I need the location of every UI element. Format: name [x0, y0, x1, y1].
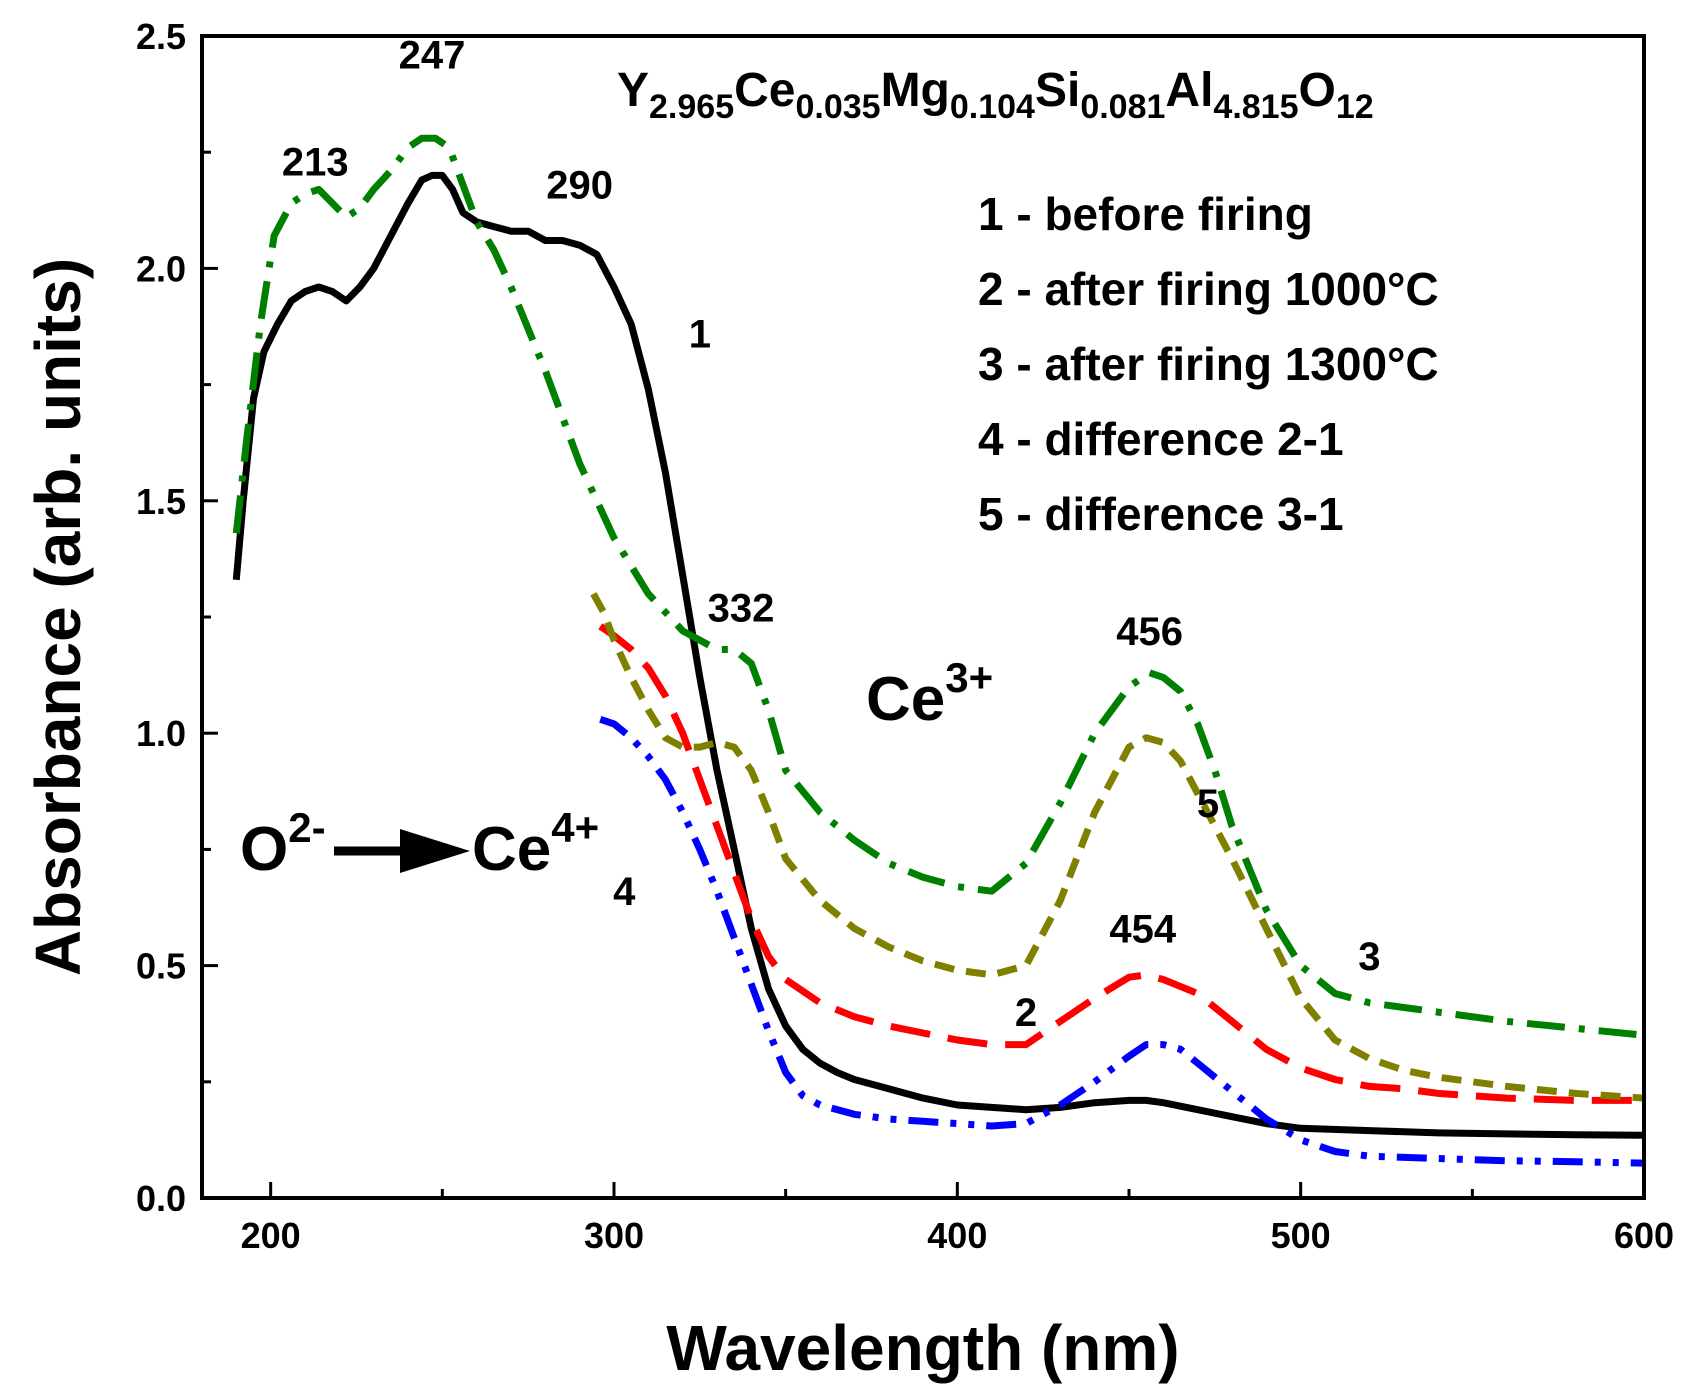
peak-454-label: 454 [1109, 907, 1176, 951]
y-tick-label-1: 0.5 [136, 946, 186, 987]
legend-item-5: 5 - difference 3-1 [978, 488, 1344, 540]
formula-al-sub: 4.815 [1213, 88, 1298, 126]
x-tick-label-200: 200 [241, 1215, 301, 1256]
legend-item-4: 4 - difference 2-1 [978, 413, 1344, 465]
x-tick-label-300: 300 [584, 1215, 644, 1256]
formula-o: O [1299, 64, 1336, 117]
series-4-line [599, 715, 1645, 1167]
peak-456-label: 456 [1116, 610, 1183, 654]
svg-text:O2-: O2- [240, 804, 326, 884]
peak-290-label: 290 [546, 164, 613, 208]
ticks-layer: 200 300 400 500 600 0.0 0.5 1.0 1.5 2.0 2.5 [136, 16, 1674, 1256]
y-tick-label-4: 2.0 [136, 248, 186, 289]
formula-y: Y [617, 64, 649, 117]
curve-label-5-label: 5 [1197, 782, 1219, 826]
y-tick-label-0: 0.0 [136, 1178, 186, 1219]
formula-si: Si [1035, 64, 1080, 117]
plot-frame [200, 34, 1646, 1200]
ce3-base: Ce [866, 665, 945, 734]
y-tick-label-2: 1.0 [136, 713, 186, 754]
legend: 1 - before firing 2 - after firing 1000°… [978, 188, 1439, 540]
curves-layer [232, 134, 1645, 1167]
formula-mg-sub: 0.104 [950, 88, 1035, 126]
formula-ce-sub: 0.035 [795, 88, 880, 126]
y-axis-title: Absorbance (arb. units) [22, 258, 94, 976]
legend-item-2: 2 - after firing 1000°C [978, 263, 1439, 315]
curve-label-1-label: 1 [689, 312, 711, 356]
peak-332-label: 332 [708, 587, 775, 631]
peak-247-label: 247 [399, 34, 466, 78]
formula-ce: Ce [734, 64, 795, 117]
legend-item-3: 3 - after firing 1300°C [978, 338, 1439, 390]
curve-label-4-label: 4 [613, 870, 636, 914]
x-axis-title: Wavelength (nm) [666, 1312, 1179, 1384]
transition-from-sup: 2- [288, 804, 325, 851]
x-tick-label-400: 400 [927, 1215, 987, 1256]
transition-to-sup: 4+ [551, 804, 599, 851]
y-tick-label-3: 1.5 [136, 481, 186, 522]
x-tick-label-500: 500 [1271, 1215, 1331, 1256]
transition-arrow-icon [400, 829, 470, 873]
svg-text:Ce3+: Ce3+ [866, 654, 993, 734]
curve-label-3-label: 3 [1358, 935, 1380, 979]
curve-label-2-label: 2 [1015, 991, 1037, 1035]
ce3-sup: 3+ [945, 654, 993, 701]
transition-from-base: O [240, 815, 288, 884]
formula-y-sub: 2.965 [649, 88, 734, 126]
transition-to-base: Ce [472, 815, 551, 884]
svg-text:Y2.965Ce0.035Mg0.104Si0.081Al4: Y2.965Ce0.035Mg0.104Si0.081Al4.815O12 [617, 64, 1374, 126]
peak-213-label: 213 [282, 140, 349, 184]
series-5-line [590, 592, 1645, 1102]
series-3-line [232, 134, 1645, 1039]
formula-mg: Mg [881, 64, 950, 117]
svg-text:Ce4+: Ce4+ [472, 804, 599, 884]
transition-label: O2- Ce4+ [240, 804, 599, 884]
ce3-label: Ce3+ [866, 654, 993, 734]
formula-si-sub: 0.081 [1080, 88, 1165, 126]
x-tick-label-600: 600 [1614, 1215, 1674, 1256]
formula-label: Y2.965Ce0.035Mg0.104Si0.081Al4.815O12 [617, 64, 1374, 126]
legend-item-1: 1 - before firing [978, 188, 1313, 240]
formula-al: Al [1165, 64, 1213, 117]
y-tick-label-5: 2.5 [136, 16, 186, 57]
series-1-line [232, 171, 1645, 1139]
formula-o-sub: 12 [1336, 88, 1374, 126]
